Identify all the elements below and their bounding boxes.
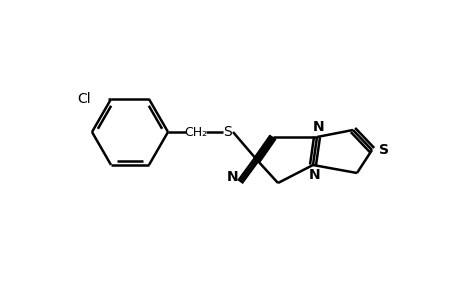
Text: Cl: Cl (77, 92, 91, 106)
Text: S: S (223, 125, 232, 139)
Text: S: S (378, 143, 388, 157)
Text: CH₂: CH₂ (184, 125, 207, 139)
Text: N: N (313, 120, 324, 134)
Text: N: N (308, 168, 320, 182)
Text: N: N (227, 170, 238, 184)
